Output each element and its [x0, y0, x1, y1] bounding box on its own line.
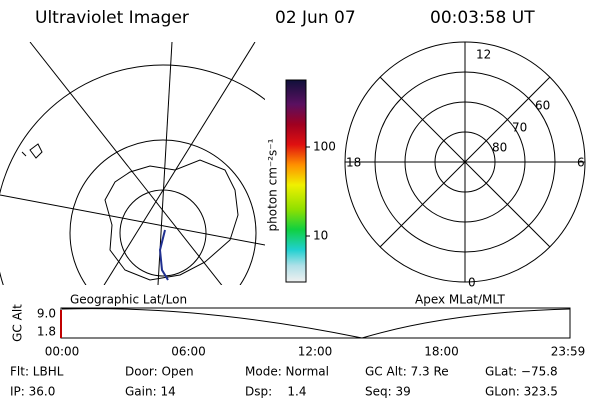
info-field: IP: 36.0 — [10, 385, 55, 399]
mlt-label: 12 — [476, 48, 491, 62]
info-field: Door: Open — [125, 365, 194, 379]
x-tick-label: 06:00 — [171, 345, 206, 359]
title: Ultraviolet Imager — [35, 8, 189, 28]
axis-label: GC Alt — [11, 304, 25, 342]
y-tick-label: 1.8 — [37, 325, 56, 339]
colorbar: 100 10 photon cm⁻²s⁻¹ — [266, 79, 336, 283]
colorbar-tick: 100 — [313, 140, 336, 154]
colorbar-tick: 10 — [313, 229, 328, 243]
polar-plot: 12 18 6 0 60 70 80 — [344, 41, 586, 290]
colorbar-label: photon cm⁻²s⁻¹ — [266, 138, 280, 231]
info-field: GLon: 323.5 — [485, 385, 558, 399]
x-tick-label: 00:00 — [45, 345, 80, 359]
mlt-label: 18 — [346, 156, 361, 170]
mlt-label: 6 — [577, 156, 585, 170]
info-field: Flt: LBHL — [10, 365, 64, 379]
info-field: GLat: −75.8 — [485, 365, 558, 379]
panel-label: Apex MLat/MLT — [415, 293, 505, 307]
info-field: Dsp: 1.4 — [245, 385, 307, 399]
date: 02 Jun 07 — [275, 8, 356, 28]
y-tick-label: 9.0 — [37, 307, 56, 321]
x-tick-label: 18:00 — [424, 345, 459, 359]
mlt-label: 0 — [468, 276, 476, 290]
mlat-label: 60 — [535, 99, 550, 113]
time: 00:03:58 UT — [430, 8, 535, 28]
info-field: Gain: 14 — [125, 385, 176, 399]
info-field: GC Alt: 7.3 Re — [365, 365, 449, 379]
info-field: Mode: Normal — [245, 365, 329, 379]
geo-map — [0, 42, 265, 285]
x-tick-label: 12:00 — [298, 345, 333, 359]
header: Ultraviolet Imager 02 Jun 07 00:03:58 UT — [35, 8, 535, 28]
altitude-plot: GC Alt 9.0 1.8 00:00 06:00 12:00 18:00 23:59 — [11, 304, 586, 359]
info-panel: Flt: LBHL Door: Open Mode: Normal GC Alt: 7… — [10, 365, 558, 399]
info-field: Seq: 39 — [365, 385, 411, 399]
panel-label: Geographic Lat/Lon — [70, 293, 187, 307]
x-tick-label: 23:59 — [551, 345, 586, 359]
mlat-label: 80 — [492, 141, 507, 155]
mlat-label: 70 — [512, 121, 527, 135]
